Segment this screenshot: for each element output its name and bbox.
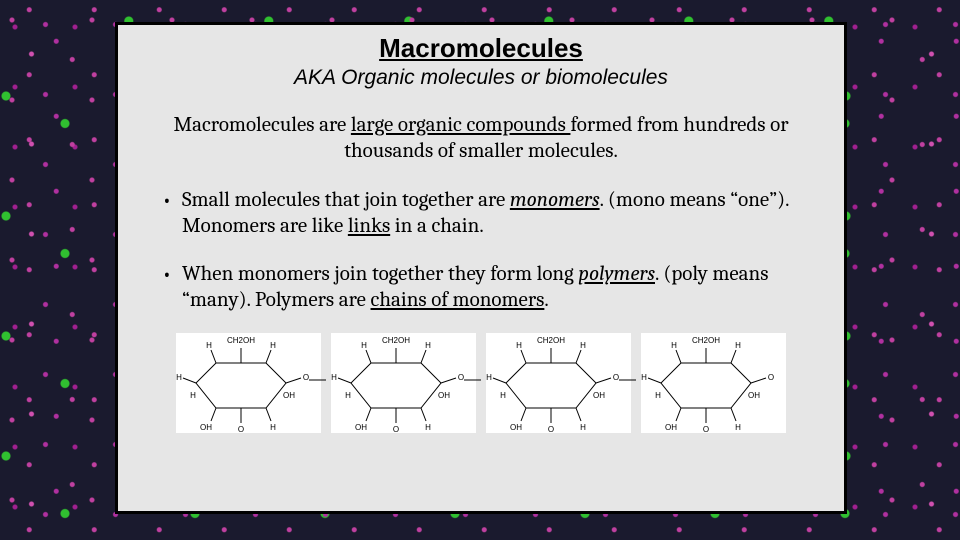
bullet-list: Small molecules that join together are m… xyxy=(138,187,824,314)
monomer-icon: HHCH2OHOHOHHOOHH xyxy=(481,328,636,438)
svg-text:H: H xyxy=(331,373,337,382)
svg-text:O: O xyxy=(548,425,554,434)
svg-text:OH: OH xyxy=(748,391,760,400)
monomer-icon: HHCH2OHOHOHHOOHH xyxy=(171,328,326,438)
svg-text:O: O xyxy=(303,373,309,382)
intro-text-pre: Macromolecules are xyxy=(173,113,350,137)
slide-title: Macromolecules xyxy=(138,33,824,64)
svg-text:H: H xyxy=(735,423,741,432)
svg-text:O: O xyxy=(393,425,399,434)
intro-paragraph: Macromolecules are large organic compoun… xyxy=(138,112,824,165)
svg-text:OH: OH xyxy=(355,423,367,432)
bullet2-underline: chains of monomers xyxy=(371,288,545,312)
svg-text:O: O xyxy=(768,373,774,382)
svg-text:CH2OH: CH2OH xyxy=(382,336,410,345)
svg-text:OH: OH xyxy=(283,391,295,400)
svg-text:O: O xyxy=(238,425,244,434)
svg-text:H: H xyxy=(641,373,647,382)
svg-text:O: O xyxy=(458,373,464,382)
slide-subtitle: AKA Organic molecules or biomolecules xyxy=(138,66,824,90)
svg-text:H: H xyxy=(190,391,196,400)
svg-text:CH2OH: CH2OH xyxy=(692,336,720,345)
svg-text:H: H xyxy=(270,423,276,432)
svg-text:OH: OH xyxy=(438,391,450,400)
svg-text:H: H xyxy=(580,341,586,350)
bullet2-pre: When monomers join together they form lo… xyxy=(182,262,578,286)
svg-text:H: H xyxy=(735,341,741,350)
svg-text:H: H xyxy=(500,391,506,400)
bullet-item-polymers: When monomers join together they form lo… xyxy=(162,261,824,314)
monomer-icon: HHCH2OHOHOHHOOHH xyxy=(636,328,791,438)
svg-text:OH: OH xyxy=(200,423,212,432)
svg-text:O: O xyxy=(703,425,709,434)
intro-underline: large organic compounds xyxy=(351,113,571,137)
svg-text:H: H xyxy=(345,391,351,400)
svg-text:H: H xyxy=(425,423,431,432)
svg-text:H: H xyxy=(580,423,586,432)
svg-text:O: O xyxy=(613,373,619,382)
svg-text:H: H xyxy=(425,341,431,350)
svg-text:OH: OH xyxy=(593,391,605,400)
svg-text:H: H xyxy=(516,341,522,350)
svg-text:H: H xyxy=(655,391,661,400)
svg-text:H: H xyxy=(361,341,367,350)
svg-text:CH2OH: CH2OH xyxy=(227,336,255,345)
bullet1-pre: Small molecules that join together are xyxy=(182,188,510,212)
bullet-item-monomers: Small molecules that join together are m… xyxy=(162,187,824,240)
bullet2-post: . xyxy=(544,288,548,312)
monomer-icon: HHCH2OHOHOHHOOHH xyxy=(326,328,481,438)
svg-text:OH: OH xyxy=(510,423,522,432)
slide-content-box: Macromolecules AKA Organic molecules or … xyxy=(115,22,847,514)
svg-text:H: H xyxy=(206,341,212,350)
bullet1-term: monomers xyxy=(510,188,600,212)
svg-text:H: H xyxy=(176,373,182,382)
svg-text:H: H xyxy=(671,341,677,350)
svg-text:H: H xyxy=(486,373,492,382)
bullet1-underline: links xyxy=(348,214,390,238)
bullet1-post: in a chain. xyxy=(390,214,483,238)
polymer-diagram: HHCH2OHOHOHHOOHHHHCH2OHOHOHHOOHHHHCH2OHO… xyxy=(138,328,824,438)
svg-text:CH2OH: CH2OH xyxy=(537,336,565,345)
svg-text:H: H xyxy=(270,341,276,350)
svg-text:OH: OH xyxy=(665,423,677,432)
bullet2-term: polymers xyxy=(578,262,655,286)
